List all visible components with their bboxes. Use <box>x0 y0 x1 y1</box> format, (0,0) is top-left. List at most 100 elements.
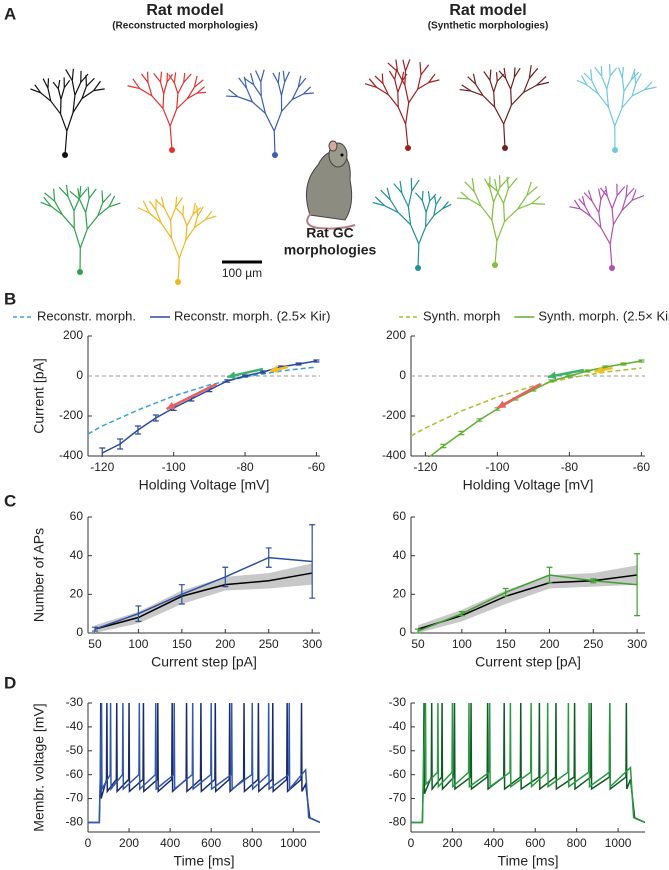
dendrite <box>623 79 632 92</box>
dendrite <box>260 69 265 83</box>
dendrite <box>531 202 546 205</box>
dendrite <box>251 101 266 114</box>
panel-label: B <box>4 289 16 308</box>
error-bar <box>242 374 249 378</box>
y-tick-label: -70 <box>389 791 407 805</box>
dendrite <box>631 89 645 97</box>
y-axis-label: Membr. voltage [mV] <box>31 703 47 831</box>
dendrite <box>395 59 399 72</box>
dendrite <box>621 95 633 109</box>
dendrite <box>506 176 509 189</box>
dendrite <box>425 200 431 213</box>
morph-title: Rat model <box>449 2 526 19</box>
dendrite <box>421 200 427 213</box>
dendrite <box>579 208 591 217</box>
dendrite <box>616 186 626 196</box>
dendrite <box>88 188 97 199</box>
dendrite <box>480 205 493 221</box>
legend-label: Reconstr. morph. <box>37 308 136 323</box>
dendrite <box>611 195 618 209</box>
soma <box>405 145 411 151</box>
dendrite <box>584 205 592 217</box>
x-tick-label: 50 <box>411 637 425 651</box>
dendrite <box>205 215 217 221</box>
dendrite <box>591 200 600 213</box>
dendrite <box>303 92 314 95</box>
scale-bar-label: 100 µm <box>222 266 262 280</box>
soma <box>492 262 498 268</box>
dendrite <box>625 187 635 198</box>
dendrite <box>142 200 150 214</box>
dendrite <box>621 196 627 211</box>
dendrite <box>249 72 255 85</box>
dendrite <box>40 92 52 102</box>
x-axis-label: Holding Voltage [mV] <box>139 477 270 493</box>
error-bar <box>476 418 483 422</box>
error-bar <box>99 447 106 457</box>
dendrite <box>499 176 511 188</box>
dendrite <box>600 189 607 200</box>
error-bar <box>224 379 231 383</box>
dendrite <box>85 212 88 230</box>
dendrite <box>536 81 550 86</box>
x-tick-label: 200 <box>119 836 139 850</box>
dendrite <box>85 198 90 213</box>
series-line <box>88 702 320 824</box>
dendrite <box>598 212 602 228</box>
dendrite <box>608 64 611 77</box>
error-bar <box>134 425 141 435</box>
dendrite <box>503 203 506 222</box>
dendrite <box>531 195 541 204</box>
dendrite <box>590 215 602 229</box>
error-bar <box>295 362 302 366</box>
dendrite <box>169 108 178 127</box>
arrow-head <box>270 365 279 374</box>
y-tick-label: 40 <box>393 548 407 562</box>
dendrite <box>149 212 162 224</box>
dendrite <box>583 192 593 202</box>
dendrite <box>487 182 498 192</box>
dendrite <box>380 189 391 201</box>
dendrite <box>80 73 89 83</box>
dendrite <box>427 191 431 201</box>
arrow-head <box>166 401 176 409</box>
dendrite <box>63 79 71 89</box>
dendrite <box>606 75 611 90</box>
dendrite <box>175 196 178 208</box>
morphology <box>40 184 121 275</box>
dendrite <box>197 206 204 217</box>
dendrite <box>175 207 184 216</box>
dendrite <box>205 210 213 220</box>
x-tick-label: 800 <box>567 836 587 850</box>
x-tick-label: 300 <box>627 637 647 651</box>
dendrite <box>73 228 81 249</box>
dendrite <box>132 78 141 89</box>
dendrite <box>388 70 396 80</box>
dendrite <box>162 108 171 127</box>
dendrite <box>264 113 275 132</box>
dendrite <box>52 81 59 90</box>
dendrite <box>178 240 187 259</box>
dendrite <box>513 67 521 78</box>
dendrite <box>612 210 623 225</box>
error-bar <box>458 611 465 617</box>
dendrite <box>417 243 420 269</box>
dendrite <box>281 99 293 112</box>
dendrite <box>273 111 283 132</box>
dendrite <box>472 73 477 85</box>
dendrite <box>425 215 435 228</box>
soma <box>612 147 618 153</box>
dendrite <box>625 184 628 198</box>
dendrite <box>186 213 194 227</box>
morphology <box>364 59 440 151</box>
dendrite <box>176 93 179 109</box>
x-tick-label: 100 <box>128 637 148 651</box>
arrow-line <box>165 382 218 411</box>
dendrite <box>617 67 623 79</box>
soma <box>415 265 421 271</box>
dendrite <box>467 76 477 85</box>
x-tick-label: 150 <box>172 637 192 651</box>
dendrite <box>74 82 82 96</box>
dendrite <box>461 84 472 92</box>
dendrite <box>494 179 498 191</box>
